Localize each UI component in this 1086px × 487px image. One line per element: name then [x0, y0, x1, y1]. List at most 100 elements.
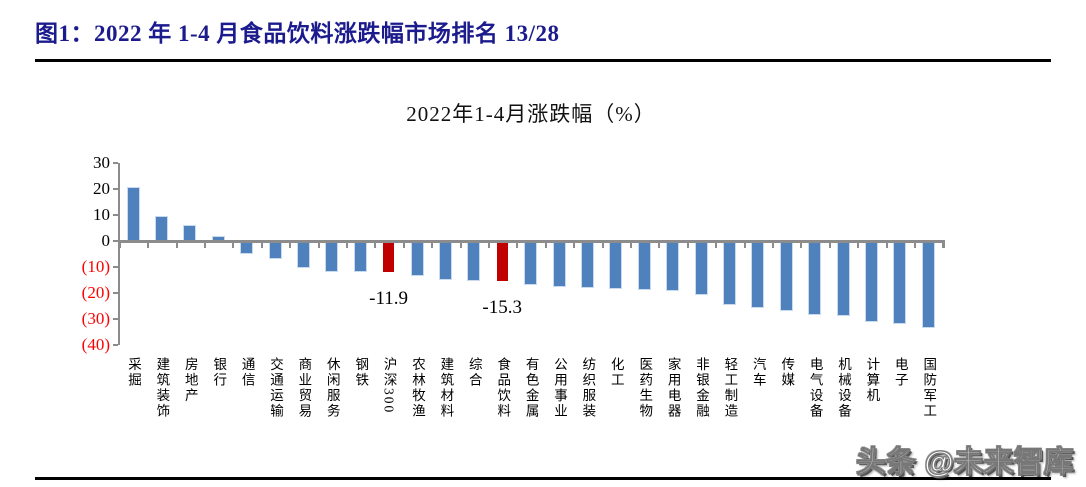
- category-label-传媒: 传媒: [779, 357, 795, 388]
- y-tick-label-30: 30: [93, 153, 110, 172]
- x-axis-tick: [346, 243, 348, 248]
- bar-医药生物: [638, 241, 650, 290]
- category-label-建筑材料: 建筑材料: [438, 357, 454, 419]
- bar-休闲服务: [326, 241, 338, 271]
- data-label-食品饮料: -15.3: [482, 296, 522, 318]
- x-axis-end-tick: [943, 243, 945, 248]
- category-label-食品饮料: 食品饮料: [495, 357, 511, 419]
- bar-钢铁: [354, 241, 366, 272]
- figure-caption: 图1：2022 年 1-4 月食品饮料涨跌幅市场排名 13/28: [35, 21, 560, 46]
- x-axis-tick: [658, 243, 661, 248]
- category-label-医药生物: 医药生物: [637, 357, 653, 419]
- category-label-非银金融: 非银金融: [694, 357, 709, 419]
- category-label-电子: 电子: [892, 357, 908, 388]
- bar-公用事业: [553, 241, 565, 287]
- x-axis-tick: [686, 243, 689, 248]
- x-axis-tick: [431, 243, 434, 248]
- category-label-电气设备: 电气设备: [807, 357, 823, 419]
- y-axis-tick: [113, 240, 118, 242]
- data-label-沪深300: -11.9: [369, 287, 409, 309]
- category-label-机械设备: 机械设备: [836, 357, 851, 419]
- category-label-国防军工: 国防军工: [921, 357, 937, 419]
- x-axis-tick: [601, 243, 604, 248]
- x-axis-line: [118, 240, 945, 243]
- x-axis-tick: [317, 243, 320, 248]
- x-axis-tick: [857, 243, 860, 248]
- bar-房地产: [184, 226, 196, 241]
- bar-化工: [610, 241, 622, 288]
- y-axis-tick: [113, 214, 118, 216]
- x-axis-tick: [147, 243, 150, 248]
- category-label-农林牧渔: 农林牧渔: [410, 357, 425, 419]
- bar-计算机: [865, 241, 877, 322]
- y-axis-tick: [113, 188, 118, 190]
- y-tick-label-(20): (20): [81, 283, 110, 302]
- x-axis-tick: [885, 243, 888, 248]
- x-axis-tick: [289, 243, 292, 248]
- y-axis-tick: [113, 292, 118, 294]
- category-label-纺织服装: 纺织服装: [580, 357, 596, 419]
- category-label-建筑装饰: 建筑装饰: [154, 357, 170, 419]
- x-axis-tick: [232, 243, 235, 248]
- category-label-公用事业: 公用事业: [552, 357, 567, 419]
- y-tick-label-0: 0: [101, 231, 111, 250]
- category-label-化工: 化工: [608, 357, 624, 388]
- category-label-通信: 通信: [239, 357, 255, 388]
- x-axis-tick: [516, 243, 519, 248]
- x-axis-tick: [544, 243, 547, 248]
- category-label-交通运输: 交通运输: [268, 357, 283, 419]
- x-axis-tick: [743, 243, 746, 248]
- chart-title: 2022年1-4月涨跌幅（%）: [406, 102, 656, 126]
- x-axis-tick: [715, 243, 718, 248]
- bar-建筑材料: [439, 241, 451, 280]
- bar-轻工制造: [723, 241, 735, 305]
- y-axis-line: [118, 163, 120, 345]
- category-label-采掘: 采掘: [126, 357, 141, 388]
- watermark: 头条 @未来智库: [856, 446, 1075, 480]
- category-label-有色金属: 有色金属: [523, 357, 539, 419]
- y-tick-label-10: 10: [93, 205, 110, 224]
- category-label-银行: 银行: [211, 357, 227, 388]
- x-axis-tick: [800, 243, 803, 248]
- caption-divider: [35, 59, 1051, 62]
- y-axis-tick: [113, 266, 118, 268]
- category-label-家用电器: 家用电器: [665, 357, 681, 419]
- x-axis-tick: [118, 243, 121, 248]
- category-label-汽车: 汽车: [750, 357, 766, 388]
- y-tick-label-(10): (10): [81, 257, 110, 276]
- bar-汽车: [752, 241, 764, 308]
- x-axis-tick: [204, 243, 206, 248]
- figure-bottom-divider: [35, 477, 1051, 480]
- x-axis-tick: [914, 243, 916, 248]
- y-tick-label-20: 20: [93, 179, 110, 198]
- category-label-沪深300: 沪深300: [381, 357, 397, 415]
- x-axis-tick: [772, 243, 774, 248]
- x-axis-tick: [459, 243, 462, 248]
- bar-综合: [468, 241, 480, 280]
- x-axis-tick: [488, 243, 490, 248]
- bar-非银金融: [695, 241, 707, 294]
- category-label-房地产: 房地产: [182, 357, 198, 404]
- bar-沪深300: [383, 241, 395, 272]
- bar-交通运输: [269, 241, 281, 258]
- bar-商业贸易: [297, 241, 309, 267]
- y-tick-label-(40): (40): [81, 335, 110, 354]
- x-axis-tick: [260, 243, 263, 248]
- x-axis-tick: [828, 243, 831, 248]
- x-axis-tick: [402, 243, 405, 248]
- bar-有色金属: [525, 241, 537, 284]
- bar-国防军工: [922, 241, 934, 328]
- category-label-钢铁: 钢铁: [353, 357, 369, 388]
- bar-食品饮料: [496, 241, 508, 281]
- category-label-轻工制造: 轻工制造: [722, 357, 738, 419]
- bar-传媒: [780, 241, 792, 310]
- category-label-计算机: 计算机: [864, 357, 880, 404]
- bar-建筑装饰: [155, 217, 167, 241]
- bar-机械设备: [837, 241, 849, 315]
- category-label-商业贸易: 商业贸易: [296, 357, 312, 419]
- y-axis-tick: [113, 162, 118, 164]
- y-tick-label-(30): (30): [81, 309, 110, 328]
- bar-电子: [894, 241, 906, 324]
- y-axis-tick: [113, 344, 118, 346]
